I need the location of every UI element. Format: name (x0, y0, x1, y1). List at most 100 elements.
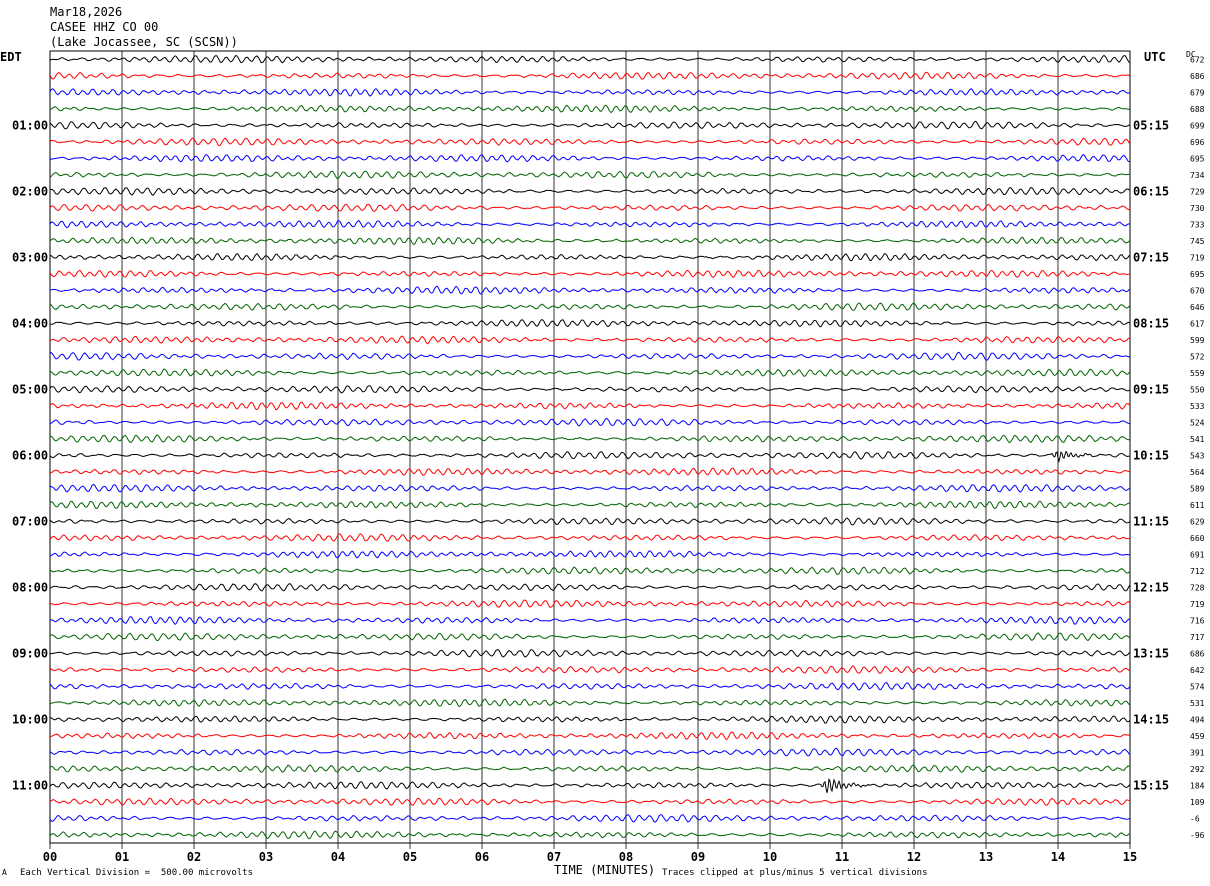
x-tick-label: 06 (475, 850, 489, 864)
dc-offset-label: 672 (1190, 55, 1205, 64)
x-tick-label: 15 (1123, 850, 1137, 864)
trace-row-26 (49, 483, 1131, 493)
dc-offset-label: 531 (1190, 699, 1205, 708)
trace-row-13 (49, 269, 1131, 279)
right-hour-label: 10:15 (1133, 448, 1169, 462)
dc-offset-label: 543 (1190, 451, 1205, 460)
trace-row-28 (49, 517, 1131, 526)
left-hour-label: 07:00 (12, 514, 48, 528)
trace-row-43 (49, 764, 1131, 773)
dc-offset-label: 660 (1190, 534, 1205, 543)
trace-row-1 (49, 71, 1131, 80)
dc-offset-label: 733 (1190, 220, 1205, 229)
left-hour-label: 08:00 (12, 580, 48, 594)
left-hour-label: 05:00 (12, 382, 48, 396)
trace-row-2 (49, 88, 1131, 97)
trace-row-18 (49, 351, 1131, 361)
trace-row-44 (49, 777, 1131, 793)
dc-offset-label: 691 (1190, 550, 1205, 559)
x-tick-label: 08 (619, 850, 633, 864)
trace-row-47 (49, 830, 1131, 840)
trace-row-37 (49, 665, 1131, 674)
left-hour-label: 02:00 (12, 184, 48, 198)
plot-frame (49, 50, 1131, 844)
trace-row-32 (49, 583, 1131, 592)
dc-offset-label: 617 (1190, 319, 1205, 328)
dc-offset-label: 524 (1190, 418, 1205, 427)
dc-offset-label: 670 (1190, 286, 1205, 295)
trace-row-36 (49, 649, 1131, 658)
dc-offset-label: 695 (1190, 154, 1205, 163)
right-hour-label: 09:15 (1133, 382, 1169, 396)
right-hour-label: 06:15 (1133, 184, 1169, 198)
trace-row-41 (49, 731, 1131, 740)
right-hour-label: 11:15 (1133, 514, 1169, 528)
trace-row-17 (49, 335, 1131, 345)
x-tick-label: 14 (1051, 850, 1065, 864)
trace-row-9 (49, 203, 1130, 212)
dc-offset-label: 533 (1190, 402, 1205, 411)
dc-offset-label: 730 (1190, 204, 1205, 213)
dc-offset-label: 292 (1190, 765, 1205, 774)
right-hour-label: 14:15 (1133, 712, 1169, 726)
clip-note: Traces clipped at plus/minus 5 vertical … (662, 868, 928, 878)
dc-offset-label: 686 (1190, 72, 1205, 81)
dc-offset-label: 629 (1190, 517, 1205, 526)
x-tick-label: 01 (115, 850, 129, 864)
trace-row-14 (49, 285, 1131, 295)
trace-row-12 (49, 252, 1131, 262)
left-hour-label: 10:00 (12, 712, 48, 726)
right-hour-label: 13:15 (1133, 646, 1169, 660)
trace-row-4 (49, 120, 1131, 130)
dc-offset-label: 745 (1190, 237, 1205, 246)
trace-row-0 (49, 54, 1131, 64)
dc-offset-label: 550 (1190, 385, 1205, 394)
trace-row-34 (49, 615, 1131, 625)
right-hour-label: 07:15 (1133, 250, 1169, 264)
dc-offset-label: 642 (1190, 666, 1205, 675)
plot-date: Mar18,2026 (50, 5, 123, 19)
trace-row-40 (49, 715, 1131, 724)
x-tick-label: 00 (43, 850, 57, 864)
x-tick-label: 02 (187, 850, 201, 864)
trace-row-20 (49, 385, 1131, 394)
dc-offset-label: 716 (1190, 616, 1205, 625)
trace-row-23 (49, 434, 1131, 444)
dc-offset-label: 572 (1190, 352, 1205, 361)
dc-offset-label: 574 (1190, 682, 1205, 691)
right-hour-label: 15:15 (1133, 778, 1169, 792)
trace-row-21 (49, 401, 1131, 411)
dc-offset-label: -6 (1190, 814, 1200, 823)
right-hour-label: 12:15 (1133, 580, 1169, 594)
trace-row-38 (49, 682, 1131, 691)
dc-offset-label: 599 (1190, 336, 1205, 345)
dc-offset-label: 559 (1190, 369, 1205, 378)
trace-row-16 (49, 319, 1131, 328)
dc-offset-label: 109 (1190, 798, 1205, 807)
dc-offset-label: 729 (1190, 187, 1205, 196)
trace-row-42 (49, 747, 1131, 757)
trace-row-22 (49, 417, 1131, 427)
dc-offset-label: 688 (1190, 105, 1205, 114)
dc-offset-label: 734 (1190, 171, 1205, 180)
x-tick-label: 05 (403, 850, 417, 864)
dc-offset-label: 589 (1190, 484, 1205, 493)
trace-row-33 (49, 599, 1131, 608)
x-tick-label: 11 (835, 850, 849, 864)
trace-row-24 (49, 450, 1131, 463)
dc-offset-label: -96 (1190, 831, 1205, 840)
left-hour-label: 03:00 (12, 250, 48, 264)
x-axis-title: TIME (MINUTES) (554, 863, 656, 877)
trace-row-7 (49, 170, 1131, 180)
left-timezone-label: EDT (0, 50, 22, 64)
right-timezone-label: UTC (1144, 50, 1166, 64)
trace-row-5 (49, 137, 1131, 147)
x-tick-label: 13 (979, 850, 993, 864)
trace-row-35 (49, 632, 1131, 642)
left-hour-label: 01:00 (12, 118, 48, 132)
trace-row-15 (49, 302, 1131, 312)
trace-row-39 (49, 698, 1131, 707)
trace-row-10 (49, 219, 1131, 229)
left-hour-label: 11:00 (12, 778, 48, 792)
